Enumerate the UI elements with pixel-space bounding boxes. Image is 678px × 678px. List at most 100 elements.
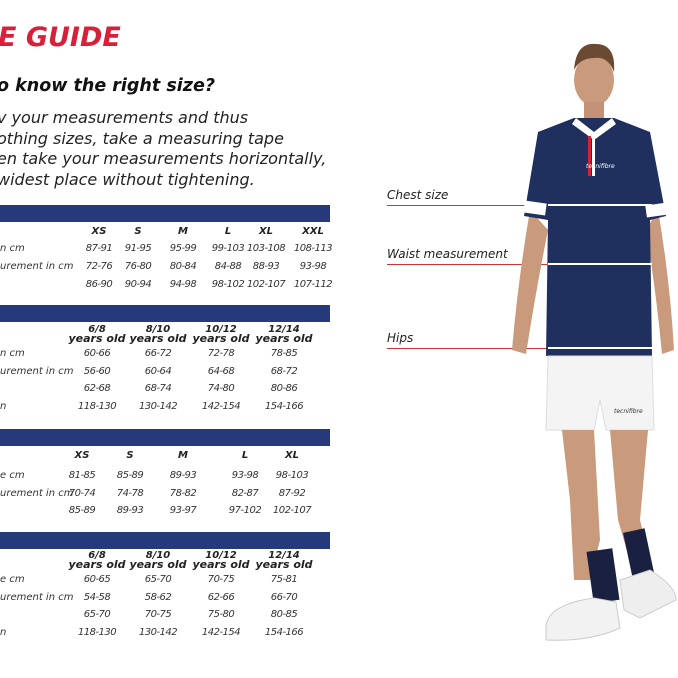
table-cell: 70-75	[144, 609, 172, 620]
size-header: 8/10 years old	[129, 324, 187, 345]
table-cell: 107-112	[293, 279, 333, 290]
table-cell: 91-95	[124, 243, 152, 254]
size-header: S	[126, 450, 134, 461]
shirt-brand-logo: tecnifibre	[586, 163, 615, 170]
measure-arrow	[548, 204, 652, 206]
table-cell: 154-166	[264, 627, 304, 638]
row-label: urement in cm	[0, 488, 74, 499]
table-cell: 108-113	[293, 243, 333, 254]
table-cell: 60-64	[144, 366, 172, 377]
table-cell: 75-81	[270, 574, 298, 585]
table-cell: 95-99	[169, 243, 197, 254]
size-header-line: years old	[192, 558, 250, 571]
table-cell: 68-74	[144, 383, 172, 394]
table-cell: 84-88	[214, 261, 242, 272]
table-cell: 70-75	[207, 574, 235, 585]
row-label: urement in cm	[0, 261, 74, 272]
size-header-line: 12/14	[268, 550, 300, 561]
intro-line: v your measurements and thus	[0, 108, 249, 127]
size-header: XL	[258, 226, 274, 237]
shorts-brand-logo: tecnifibre	[614, 408, 643, 415]
hips-line	[387, 348, 547, 349]
size-header: 12/14 years old	[255, 325, 313, 345]
table-cell: 72-76	[85, 261, 113, 272]
page-title: E GUIDE	[0, 22, 121, 53]
table-cell: 98-102	[211, 279, 245, 290]
measure-arrow	[548, 263, 652, 265]
table-cell: 87-92	[278, 488, 306, 499]
table-cell: 78-85	[270, 348, 298, 359]
table-cell: 98-103	[275, 470, 309, 481]
table-cell: 93-98	[299, 261, 327, 272]
table-cell: 54-58	[83, 592, 111, 603]
table-cell: 80-86	[270, 383, 298, 394]
row-label: e cm	[0, 470, 25, 481]
size-header: XXL	[302, 226, 324, 237]
table-cell: 62-68	[83, 383, 111, 394]
size-header: L	[224, 226, 232, 237]
table-cell: 66-72	[144, 348, 172, 359]
row-label: e cm	[0, 574, 25, 585]
intro-line: widest place without tightening.	[0, 169, 255, 189]
table-cell: 58-62	[144, 592, 172, 603]
size-header-line: years old	[68, 332, 126, 345]
table-cell: 70-74	[68, 488, 96, 499]
size-header-line: 6/8	[88, 324, 106, 335]
intro-text: v your measurements and thus othing size…	[0, 108, 326, 190]
table-cell: 80-85	[270, 609, 298, 620]
table-cell: 93-98	[231, 470, 259, 481]
size-header-line: years old	[255, 558, 313, 571]
size-header-line: 10/12	[205, 550, 237, 561]
size-header-line: years old	[68, 558, 126, 571]
table-cell: 102-107	[272, 505, 312, 516]
model-photo	[512, 43, 677, 641]
row-label: n	[0, 401, 7, 412]
size-header: M	[178, 226, 188, 237]
table-cell: 56-60	[83, 366, 111, 377]
size-header: 10/12 years old	[192, 550, 250, 571]
table-cell: 89-93	[169, 470, 197, 481]
table-cell: 74-80	[207, 383, 235, 394]
table-cell: 68-72	[270, 366, 298, 377]
table-cell: 90-94	[124, 279, 152, 290]
chest-label: Chest size	[387, 188, 449, 202]
size-header: 10/12 years old	[192, 325, 249, 345]
size-header-line: years old	[129, 332, 187, 345]
table-cell: 130-142	[138, 401, 178, 412]
table-cell: 65-70	[144, 574, 172, 585]
table-cell: 88-93	[252, 261, 280, 272]
table-cell: 87-91	[85, 243, 113, 254]
table-cell: 75-80	[207, 609, 235, 620]
row-label: n cm	[0, 348, 25, 359]
size-header-line: 8/10	[145, 550, 171, 561]
table-cell: 85-89	[68, 505, 96, 516]
size-header-line: years old	[255, 332, 313, 345]
table-cell: 154-166	[264, 401, 304, 412]
question-heading: o know the right size?	[0, 76, 215, 96]
waist-label: Waist measurement	[387, 247, 508, 261]
table-cell: 78-82	[169, 488, 197, 499]
measure-arrow	[548, 347, 652, 349]
table-cell: 142-154	[201, 401, 241, 412]
table-cell: 81-85	[68, 470, 96, 481]
size-header: XL	[284, 450, 300, 461]
table-cell: 130-142	[138, 627, 178, 638]
row-label: n	[0, 627, 7, 638]
table-cell: 60-66	[83, 348, 111, 359]
size-header: L	[241, 450, 249, 461]
table-cell: 94-98	[169, 279, 197, 290]
table-cell: 66-70	[270, 592, 298, 603]
table-header-bar	[0, 205, 330, 222]
size-header: 6/8 years old	[68, 324, 126, 345]
table-cell: 74-78	[116, 488, 144, 499]
table-header-bar	[0, 532, 330, 549]
size-header: XS	[91, 226, 107, 237]
intro-line: en take your measurements horizontally,	[0, 149, 327, 168]
table-cell: 62-66	[207, 592, 235, 603]
size-header-line: 8/10	[145, 324, 171, 335]
row-label: urement in cm	[0, 592, 74, 603]
table-cell: 80-84	[169, 261, 197, 272]
waist-line	[387, 264, 547, 265]
intro-line: othing sizes, take a measuring tape	[0, 128, 284, 148]
chest-line	[387, 205, 547, 206]
